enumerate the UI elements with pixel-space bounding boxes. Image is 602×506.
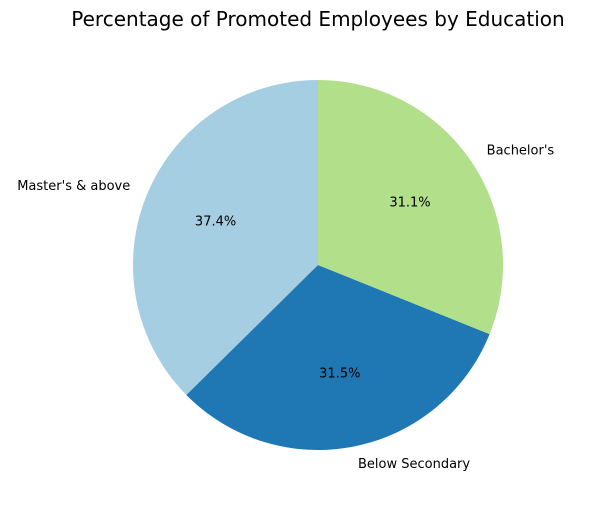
slice-percent-master-s-above: 37.4% bbox=[195, 215, 236, 230]
pie-slice-master-s-above bbox=[132, 80, 318, 395]
pie-slices bbox=[132, 80, 504, 451]
pie-slice-below-secondary bbox=[186, 265, 490, 451]
pie-labels: Master's & above 37.4% Below Secondary 31.5… bbox=[17, 144, 554, 472]
slice-percent-bachelor-s: 31.1% bbox=[389, 195, 430, 210]
pie-slice-bachelor-s bbox=[318, 80, 504, 335]
slice-label-master-s-above: Master's & above bbox=[17, 179, 130, 194]
slice-label-bachelor-s: Bachelor's bbox=[487, 144, 555, 159]
slice-label-below-secondary: Below Secondary bbox=[358, 457, 470, 472]
slice-percent-below-secondary: 31.5% bbox=[319, 366, 360, 381]
chart-title: Percentage of Promoted Employees by Educ… bbox=[71, 7, 564, 31]
